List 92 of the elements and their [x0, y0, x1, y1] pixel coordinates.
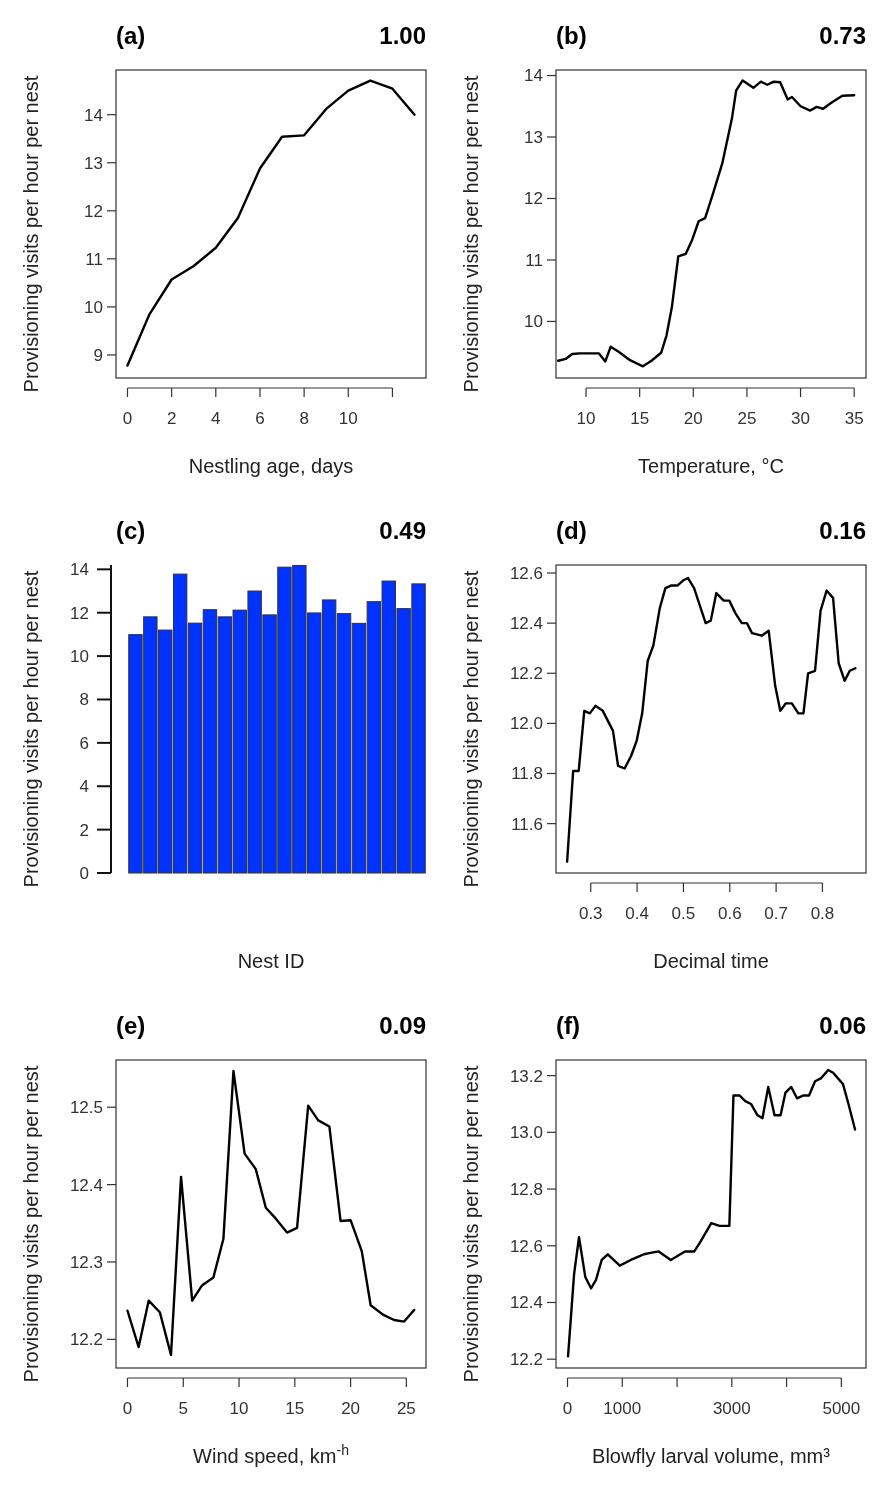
y-tick-label: 2 — [79, 820, 89, 840]
y-tick-label: 12.6 — [509, 1236, 543, 1256]
x-tick-label: 0.4 — [625, 904, 649, 923]
y-tick-label: 14 — [524, 66, 543, 86]
y-tick-label: 11.6 — [511, 814, 543, 834]
chart-title: (f) — [556, 1012, 580, 1039]
x-tick-label: 10 — [229, 1399, 249, 1418]
y-axis-title: Provisioning visits per hour per nest — [20, 570, 42, 888]
y-tick-label: 12.3 — [69, 1252, 103, 1272]
chart-title: (b) — [556, 22, 587, 49]
y-axis-title: Provisioning visits per hour per nest — [460, 75, 482, 393]
x-tick-label: 3000 — [712, 1399, 751, 1418]
x-axis-title: Wind speed, km$^{-h}$ — [193, 1442, 349, 1467]
y-tick-label: 13 — [524, 127, 543, 147]
y-tick-label: 12 — [70, 603, 89, 623]
text: 0.09 — [379, 1012, 426, 1039]
x-tick-label: 0 — [122, 409, 133, 428]
text: 0.49 — [379, 517, 426, 544]
y-tick-label: 14 — [70, 560, 89, 580]
chart-title: (e) — [116, 1012, 146, 1039]
x-tick-label: 1000 — [603, 1399, 642, 1418]
y-tick-label: 11.8 — [511, 764, 543, 784]
text: 0.16 — [819, 517, 866, 544]
x-axis-title: Temperature, °C — [638, 455, 784, 477]
y-tick-label: 12.6 — [509, 563, 543, 583]
x-tick-label: 5 — [178, 1399, 188, 1418]
x-tick-label: 0 — [562, 1399, 573, 1418]
x-tick-label: 10 — [338, 409, 358, 428]
y-tick-label: 12.2 — [509, 1350, 543, 1370]
y-tick-label: 12.4 — [509, 614, 543, 634]
y-tick-label: 12 — [524, 189, 543, 209]
line-series — [565, 576, 857, 863]
chart-title: (a) — [116, 22, 146, 49]
y-tick-label: 12.5 — [69, 1098, 103, 1118]
y-tick-label: 11 — [85, 249, 103, 269]
x-tick-label: 6 — [255, 409, 265, 428]
x-axis-title: Blowfly larval volume, mm³ — [592, 1445, 831, 1467]
y-tick-label: 12.4 — [509, 1293, 543, 1313]
y-tick-label: 11 — [525, 250, 543, 270]
y-tick-label: 12 — [84, 201, 103, 221]
y-tick-label: 12.2 — [69, 1330, 103, 1350]
x-tick-label: 10 — [576, 409, 596, 428]
y-tick-label: 13.2 — [509, 1066, 543, 1086]
y-tick-label: 10 — [84, 297, 103, 317]
x-tick-label: 15 — [630, 409, 650, 428]
x-axis-title: Nestling age, days — [188, 455, 354, 477]
x-tick-label: 0.6 — [717, 904, 742, 923]
y-tick-label: 13 — [84, 153, 103, 173]
y-tick-label: 14 — [84, 105, 103, 125]
x-tick-label: 0.7 — [764, 904, 788, 923]
line-series — [566, 1068, 857, 1358]
y-tick-label: 0 — [79, 863, 89, 883]
y-tick-label: 8 — [79, 690, 89, 710]
x-tick-label: 8 — [299, 409, 309, 428]
x-tick-label: 0.5 — [671, 904, 696, 923]
x-tick-label: 2 — [166, 409, 177, 428]
y-tick-label: 12.2 — [509, 664, 543, 684]
x-tick-label: 20 — [683, 409, 703, 428]
y-tick-label: 10 — [524, 312, 543, 332]
y-axis-title: Provisioning visits per hour per nest — [460, 570, 482, 888]
text: 1.00 — [379, 22, 426, 49]
text: 0.73 — [819, 22, 866, 49]
line-series — [126, 79, 416, 367]
chart-title: (d) — [556, 517, 587, 544]
x-tick-label: 15 — [285, 1399, 305, 1418]
y-tick-label: 13.0 — [509, 1123, 543, 1143]
x-tick-label: 25 — [737, 409, 757, 428]
x-tick-label: 0 — [122, 1399, 133, 1418]
x-tick-label: 0.3 — [578, 904, 603, 923]
x-tick-label: 30 — [791, 409, 811, 428]
x-tick-label: 4 — [211, 409, 221, 428]
y-axis-title: Provisioning visits per hour per nest — [20, 1065, 42, 1383]
x-tick-label: 0.8 — [810, 904, 835, 923]
y-axis-title: Provisioning visits per hour per nest — [20, 75, 42, 393]
line-series — [126, 1069, 416, 1357]
line-series — [556, 79, 856, 368]
x-axis-title: Nest ID — [237, 950, 305, 972]
x-tick-label: 35 — [844, 409, 864, 428]
y-tick-label: 4 — [79, 777, 89, 797]
y-axis-title: Provisioning visits per hour per nest — [460, 1065, 482, 1383]
y-tick-label: 9 — [93, 345, 103, 365]
y-tick-label: 6 — [79, 733, 89, 753]
x-tick-label: 25 — [396, 1399, 416, 1418]
chart-title: (c) — [116, 517, 146, 544]
x-tick-label: 20 — [341, 1399, 361, 1418]
text: 0.06 — [819, 1012, 866, 1039]
y-tick-label: 10 — [70, 647, 89, 667]
y-tick-label: 12.0 — [509, 714, 543, 734]
x-tick-label: 5000 — [822, 1399, 861, 1418]
x-axis-title: Decimal time — [653, 950, 769, 972]
y-tick-label: 12.4 — [69, 1175, 103, 1195]
y-tick-label: 12.8 — [509, 1179, 543, 1199]
